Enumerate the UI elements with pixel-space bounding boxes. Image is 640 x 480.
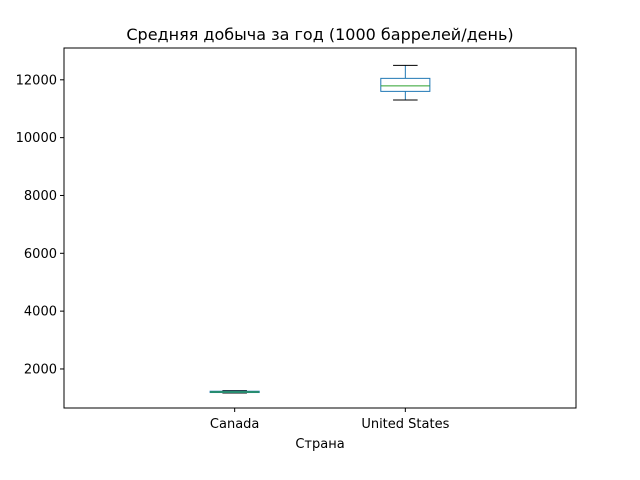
x-tick-label: United States xyxy=(361,417,449,432)
chart-title: Средняя добыча за год (1000 баррелей/ден… xyxy=(126,25,513,44)
y-tick-label: 6000 xyxy=(24,247,57,262)
y-tick-label: 12000 xyxy=(16,73,57,88)
x-tick-label: Canada xyxy=(210,417,259,432)
box-united-states xyxy=(380,77,431,92)
x-axis-label: Страна xyxy=(295,437,344,452)
axes-frame xyxy=(63,47,577,409)
y-tick-label: 8000 xyxy=(24,189,57,204)
y-tick-label: 10000 xyxy=(16,131,57,146)
y-tick-label: 2000 xyxy=(24,362,57,377)
y-tick-label: 4000 xyxy=(24,305,57,320)
plot-area: 2000 4000 6000 8000 10000 12000 Canada United S… xyxy=(16,47,577,432)
